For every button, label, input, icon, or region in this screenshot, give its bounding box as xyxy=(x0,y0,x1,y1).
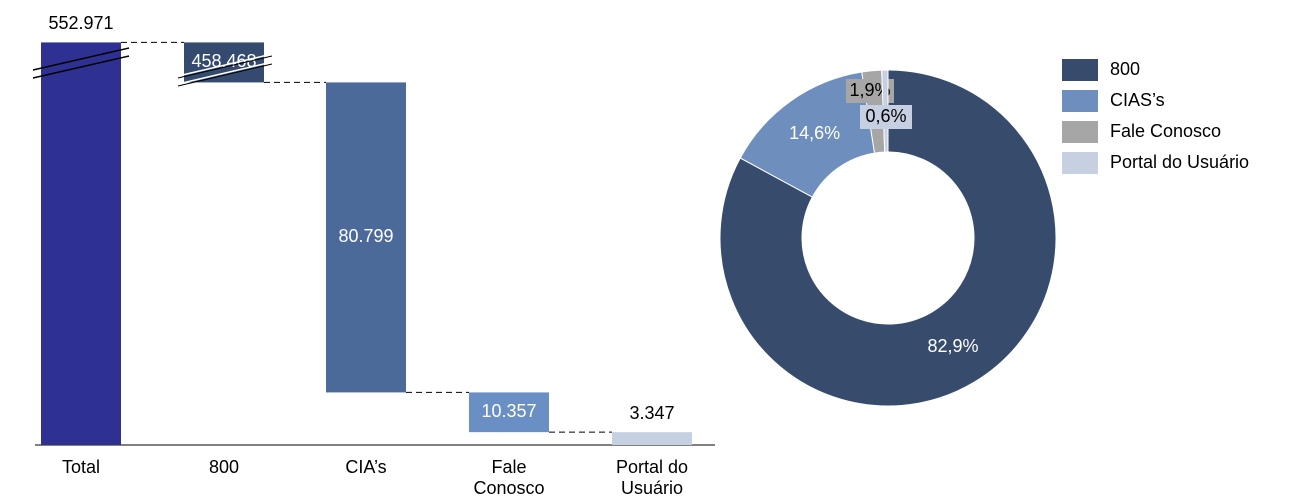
legend-label: Portal do Usuário xyxy=(1110,152,1249,172)
x-tick-label: Total xyxy=(61,457,101,477)
bar xyxy=(469,392,549,433)
legend-swatch xyxy=(1062,59,1098,81)
x-tick-label: Fale Conosco xyxy=(473,457,545,498)
bar xyxy=(326,82,406,393)
value-label: 0,6% xyxy=(865,106,906,126)
value-label: 458.468 xyxy=(191,51,256,71)
value-label: 1,9% xyxy=(849,80,890,100)
axis-break xyxy=(177,63,273,87)
axis-break xyxy=(177,53,273,77)
label-box xyxy=(860,105,912,129)
value-label: 10.357 xyxy=(481,401,536,421)
x-tick-label: CIA’s xyxy=(345,457,387,477)
legend-label: CIAS’s xyxy=(1110,90,1165,110)
legend-label: 800 xyxy=(1110,59,1140,79)
legend-swatch xyxy=(1062,121,1098,143)
axis-break xyxy=(32,47,130,71)
donut-slice xyxy=(719,69,1057,407)
axis-break xyxy=(177,61,273,85)
value-label: 80.799 xyxy=(338,226,393,246)
value-label: 552.971 xyxy=(48,13,113,33)
value-label: 14,6% xyxy=(789,123,840,143)
axis-break xyxy=(177,55,273,79)
axis-break xyxy=(32,55,130,79)
x-tick-label: Portal do Usuário xyxy=(615,457,689,498)
legend-swatch xyxy=(1062,152,1098,174)
legend-swatch xyxy=(1062,90,1098,112)
bar xyxy=(612,432,692,445)
legend-label: Fale Conosco xyxy=(1110,121,1221,141)
bar xyxy=(41,42,121,446)
value-label: 3.347 xyxy=(629,403,674,423)
bar xyxy=(184,42,264,83)
value-label: 82,9% xyxy=(927,336,978,356)
x-tick-label: 800 xyxy=(208,457,240,477)
